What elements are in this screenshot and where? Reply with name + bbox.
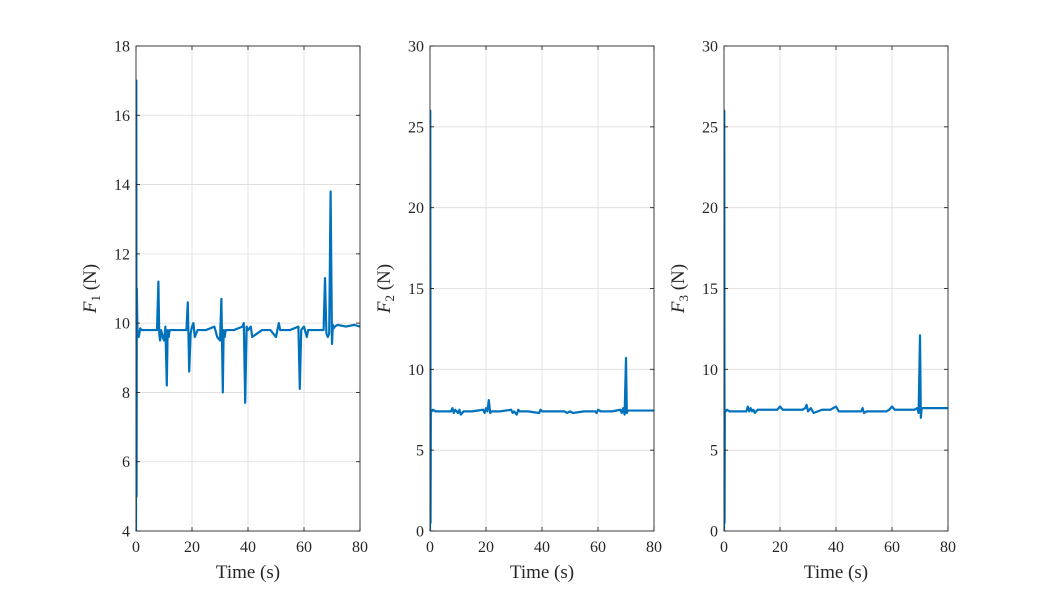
y-axis-label: F1 (N) <box>80 264 103 314</box>
x-tick-label: 60 <box>884 539 900 556</box>
y-tick-label: 20 <box>408 200 424 217</box>
x-axis-label: Time (s) <box>804 562 868 583</box>
y-tick-label: 10 <box>408 362 424 379</box>
y-tick-label: 10 <box>702 362 718 379</box>
y-tick-label: 4 <box>122 524 130 541</box>
y-tick-label: 5 <box>416 443 424 460</box>
y-axis-label-unit: (N) <box>374 264 395 295</box>
y-axis-label-variable: F <box>374 301 395 314</box>
y-tick-label: 15 <box>408 281 424 298</box>
chart-panel-3: 0 20 40 60 80 0 5 10 15 20 25 30 Time (s) F3 (N) <box>668 39 956 584</box>
series-line-2 <box>430 109 654 531</box>
x-tick-label: 80 <box>940 539 956 556</box>
series-line-1 <box>136 79 360 531</box>
x-tick-label: 80 <box>352 539 368 556</box>
y-tick-label: 6 <box>122 454 130 471</box>
y-tick-label: 14 <box>114 177 130 194</box>
y-tick-label: 20 <box>702 200 718 217</box>
y-tick-label: 16 <box>114 108 130 125</box>
x-tick-label: 20 <box>478 539 494 556</box>
y-axis-label-variable: F <box>80 301 101 314</box>
y-tick-label: 5 <box>710 443 718 460</box>
x-tick-label: 40 <box>534 539 550 556</box>
chart-panel-2: 0 20 40 60 80 0 5 10 15 20 25 30 Time (s) F2 (N) <box>374 39 662 584</box>
y-tick-label: 0 <box>416 524 424 541</box>
series-line-3 <box>724 109 948 531</box>
chart-panel-1: 0 20 40 60 80 4 6 8 10 12 14 16 18 Time (s) F1 (N) <box>80 39 368 584</box>
y-tick-label: 0 <box>710 524 718 541</box>
y-tick-label: 12 <box>114 246 130 263</box>
y-tick-label: 15 <box>702 281 718 298</box>
y-axis-label-subscript: 1 <box>88 295 103 302</box>
x-axis-label: Time (s) <box>510 562 574 583</box>
x-tick-label: 20 <box>184 539 200 556</box>
y-axis-label-subscript: 3 <box>676 295 691 302</box>
x-axis-label: Time (s) <box>216 562 280 583</box>
y-tick-label: 30 <box>408 39 424 56</box>
x-tick-label: 40 <box>240 539 256 556</box>
y-tick-label: 10 <box>114 316 130 333</box>
y-axis-label-variable: F <box>668 301 689 314</box>
x-tick-label: 0 <box>132 539 140 556</box>
y-axis-label-unit: (N) <box>80 264 101 295</box>
x-tick-label: 0 <box>426 539 434 556</box>
x-tick-label: 0 <box>720 539 728 556</box>
y-axis-label-unit: (N) <box>668 264 689 295</box>
x-tick-label: 60 <box>296 539 312 556</box>
x-tick-label: 20 <box>772 539 788 556</box>
y-axis-label: F2 (N) <box>374 264 397 314</box>
y-tick-label: 25 <box>702 119 718 136</box>
x-tick-label: 60 <box>590 539 606 556</box>
y-tick-label: 8 <box>122 385 130 402</box>
x-tick-label: 40 <box>828 539 844 556</box>
y-axis-label-subscript: 2 <box>382 295 397 302</box>
y-axis-label: F3 (N) <box>668 264 691 314</box>
x-tick-label: 80 <box>646 539 662 556</box>
y-tick-label: 25 <box>408 119 424 136</box>
y-tick-label: 30 <box>702 39 718 56</box>
y-tick-label: 18 <box>114 39 130 56</box>
